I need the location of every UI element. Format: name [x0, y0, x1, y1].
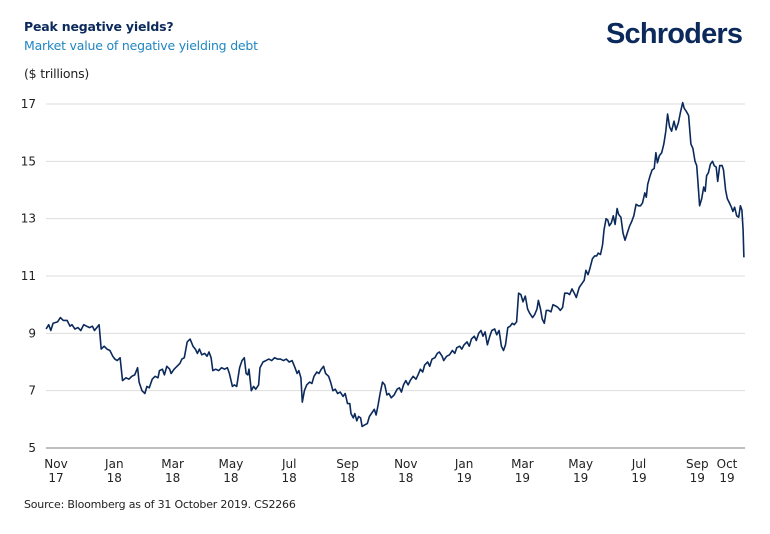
chart-subtitle: Market value of negative yielding debt: [24, 38, 258, 53]
x-tick-label: 19: [456, 471, 471, 485]
gridlines: [46, 103, 745, 449]
x-tick-label: Sep: [686, 457, 709, 471]
x-tick-label: Jul: [281, 457, 296, 471]
x-tick-label: May: [218, 457, 243, 471]
x-tick-label: 18: [398, 471, 413, 485]
x-tick-label: Nov: [394, 457, 417, 471]
x-tick-label: 18: [223, 471, 238, 485]
y-axis-ticks: 5 7 9 11 13 15 17: [21, 97, 36, 455]
x-tick-label: Mar: [511, 457, 534, 471]
y-tick-label: 11: [21, 269, 36, 283]
x-tick-label: 19: [719, 471, 734, 485]
x-tick-label: 19: [631, 471, 646, 485]
x-tick-label: Sep: [336, 457, 359, 471]
x-tick-label: Nov: [44, 457, 67, 471]
x-tick-label: Mar: [161, 457, 184, 471]
x-tick-label: 19: [690, 471, 705, 485]
y-tick-label: 13: [21, 212, 36, 226]
x-tick-label: 18: [107, 471, 122, 485]
x-tick-label: Jan: [104, 457, 124, 471]
y-tick-label: 7: [28, 384, 36, 398]
y-axis-unit-label: ($ trillions): [24, 66, 90, 81]
x-tick-label: 17: [48, 471, 63, 485]
series-line-negative-yielding-debt: [45, 101, 745, 428]
x-tick-label: Jan: [454, 457, 474, 471]
x-tick-label: Oct: [717, 457, 738, 471]
schroders-logo: Schroders: [606, 18, 743, 50]
x-tick-label: 19: [573, 471, 588, 485]
x-tick-label: 18: [340, 471, 355, 485]
y-tick-label: 5: [28, 441, 36, 455]
x-tick-label: Jul: [631, 457, 646, 471]
chart-title: Peak negative yields?: [24, 19, 174, 34]
x-axis-ticks: Nov17Jan18Mar18May18Jul18Sep18Nov18Jan19…: [44, 457, 737, 485]
x-tick-label: 18: [165, 471, 180, 485]
source-note: Source: Bloomberg as of 31 October 2019.…: [24, 498, 296, 511]
x-tick-label: 18: [282, 471, 297, 485]
y-tick-label: 17: [21, 97, 36, 111]
x-tick-label: May: [568, 457, 593, 471]
x-tick-label: 19: [515, 471, 530, 485]
y-tick-label: 9: [28, 326, 36, 340]
y-tick-label: 15: [21, 154, 36, 168]
